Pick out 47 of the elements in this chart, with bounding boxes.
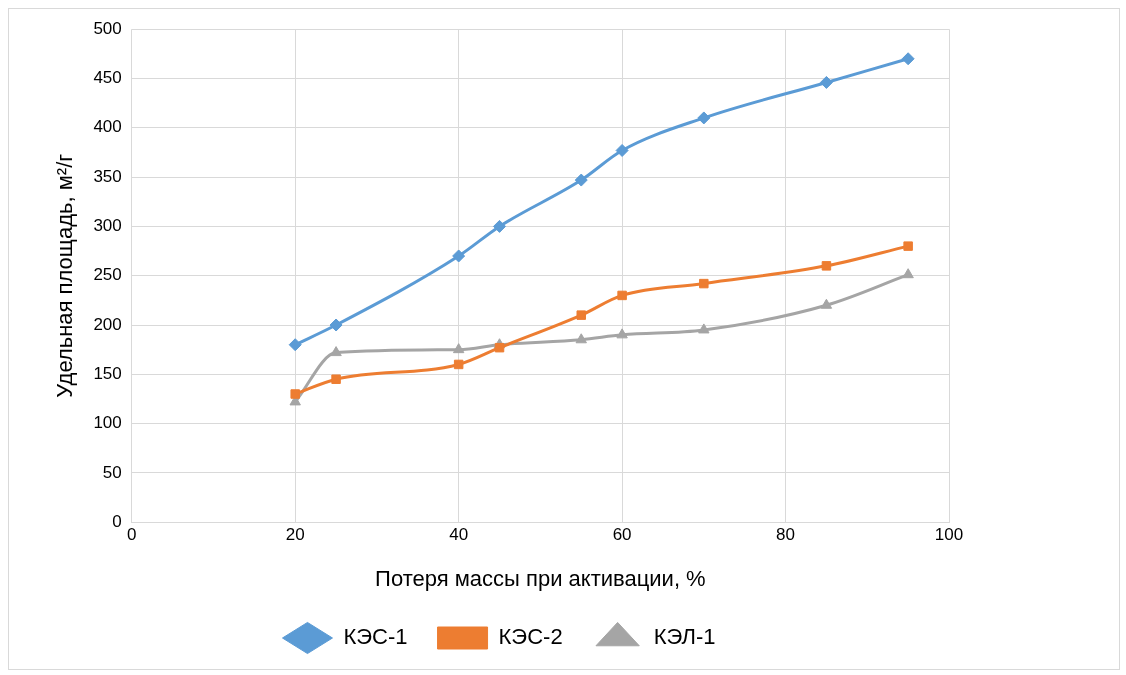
point: [615, 143, 629, 157]
point: [494, 342, 505, 353]
y-tick-label: 400: [93, 117, 122, 137]
point: [820, 298, 833, 309]
y-axis-title: Удельная площадь, м²/г: [52, 153, 78, 398]
x-tick-label: 20: [285, 525, 305, 545]
x-tick-label: 40: [449, 525, 469, 545]
point: [698, 323, 710, 334]
x-axis-title: Потеря массы при активации, %: [375, 565, 706, 591]
point: [576, 310, 586, 320]
y-tick-label: 450: [93, 68, 122, 88]
point: [330, 346, 342, 357]
x-tick-label: 60: [612, 525, 632, 545]
point: [452, 249, 466, 263]
point: [575, 333, 587, 344]
y-tick-label: 300: [93, 216, 122, 236]
point: [331, 374, 341, 384]
point: [290, 389, 300, 399]
point: [616, 328, 628, 339]
x-tick-label: 80: [776, 525, 796, 545]
x-tick-label: 0: [127, 525, 137, 545]
point: [901, 52, 915, 66]
legend-label: КЭЛ-1: [653, 624, 716, 650]
point: [821, 261, 832, 271]
point: [452, 343, 465, 354]
y-tick-label: 100: [93, 413, 122, 433]
point: [903, 241, 913, 251]
legend-label: КЭС-2: [498, 624, 563, 650]
point: [453, 359, 464, 370]
y-tick-label: 200: [93, 314, 122, 334]
point: [329, 318, 343, 332]
y-tick-label: 350: [93, 166, 122, 186]
y-tick-label: 500: [93, 18, 122, 38]
point: [574, 173, 588, 187]
y-tick-label: 0: [112, 511, 122, 531]
point: [697, 111, 711, 125]
point: [819, 75, 833, 89]
point: [699, 278, 709, 289]
point: [493, 219, 507, 233]
y-tick-label: 50: [102, 462, 122, 482]
legend-label: КЭС-1: [343, 624, 408, 650]
point: [902, 268, 914, 279]
y-tick-label: 150: [93, 363, 122, 383]
point: [288, 338, 302, 352]
y-tick-label: 250: [93, 265, 122, 285]
x-tick-label: 100: [934, 525, 964, 545]
point: [617, 290, 627, 301]
